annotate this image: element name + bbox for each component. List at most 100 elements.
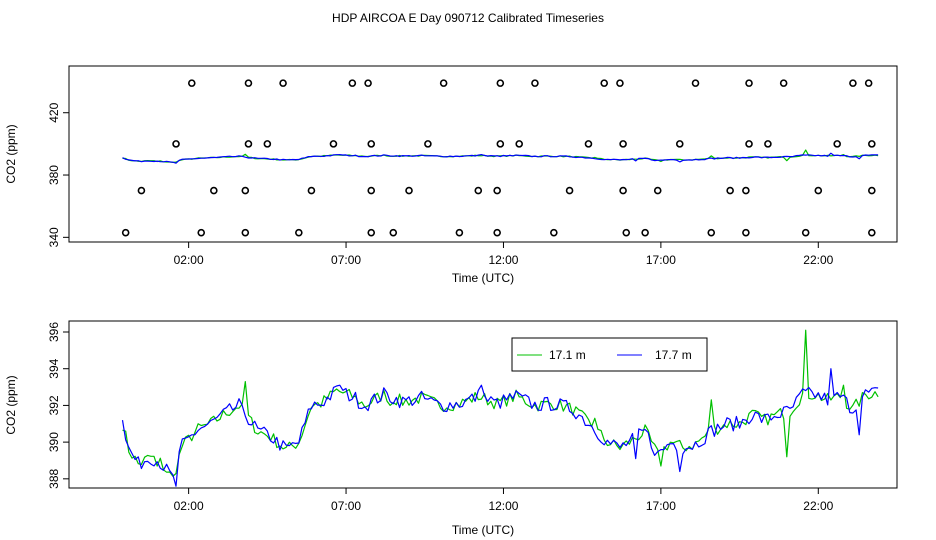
calibration-point (493, 186, 501, 195)
detail-panel-y-axis-title: CO2 (ppm) (4, 375, 18, 434)
calibration-point (474, 186, 483, 195)
calibration-point (531, 79, 539, 87)
calibration-point (584, 140, 593, 148)
calibration-point (121, 228, 130, 237)
legend-box (511, 337, 708, 372)
figure-title: HDP AIRCOA E Day 090712 Calibrated Times… (332, 11, 604, 25)
x-tick-label: 17:00 (646, 499, 676, 513)
calibration-points (121, 79, 876, 237)
calibration-point (745, 79, 753, 87)
legend-label-17-7-m: 17.7 m (655, 348, 692, 362)
calibration-panel: 02:00 07:00 12:00 17:00 22:00 340 380 420 Time… (4, 65, 898, 285)
calibration-panel-series (122, 149, 879, 164)
y-tick-label: 380 (47, 165, 61, 185)
calibration-point (779, 79, 788, 87)
calibration-point (619, 186, 627, 195)
legend-label-17-1-m: 17.1 m (549, 348, 586, 362)
detail-panel: 02:00 07:00 12:00 17:00 22:00 388 390 392 394 39… (4, 320, 898, 537)
calibration-point (439, 79, 448, 87)
x-tick-label: 22:00 (803, 499, 833, 513)
calibration-point (764, 140, 772, 148)
calibration-point (244, 140, 253, 148)
y-tick-label: 390 (47, 432, 61, 452)
calibration-point (241, 228, 250, 237)
series-line-17-1-m (122, 329, 879, 477)
calibration-point (622, 228, 631, 237)
x-tick-label: 07:00 (331, 253, 361, 267)
calibration-point (868, 140, 876, 148)
calibration-point (745, 140, 753, 148)
calibration-point (197, 228, 206, 237)
calibration-panel-y-axis: 340 380 420 (47, 102, 69, 247)
calibration-point (515, 140, 524, 148)
calibration-point (424, 140, 432, 148)
calibration-point (619, 140, 627, 148)
calibration-point (868, 228, 876, 237)
calibration-point (726, 186, 734, 195)
calibration-point (389, 228, 398, 237)
calibration-point (600, 79, 609, 87)
calibration-point (367, 228, 376, 237)
calibration-point (187, 79, 196, 87)
calibration-panel-x-axis-title: Time (UTC) (452, 271, 514, 285)
x-tick-label: 12:00 (488, 253, 518, 267)
calibration-point (455, 228, 464, 237)
calibration-point (707, 228, 716, 237)
calibration-point (550, 228, 558, 237)
calibration-point (295, 228, 303, 237)
x-tick-label: 17:00 (646, 253, 676, 267)
calibration-point (742, 228, 750, 237)
calibration-point (493, 228, 501, 237)
y-tick-label: 394 (47, 358, 61, 378)
x-tick-label: 22:00 (803, 253, 833, 267)
calibration-point (868, 186, 876, 195)
y-tick-label: 396 (47, 322, 61, 342)
y-tick-label: 340 (47, 227, 61, 247)
calibration-point (307, 186, 316, 195)
series-line-17-1-m (122, 149, 879, 163)
calibration-point (849, 79, 857, 87)
calibration-point (496, 79, 505, 87)
calibration-point (367, 140, 376, 148)
calibration-point (653, 186, 662, 195)
calibration-point (814, 186, 823, 195)
calibration-point (348, 79, 357, 87)
detail-panel-series (121, 329, 879, 487)
calibration-point (364, 79, 372, 87)
calibration-point (833, 140, 841, 148)
calibration-point (864, 79, 873, 87)
x-tick-label: 12:00 (488, 499, 518, 513)
detail-panel-x-axis: 02:00 07:00 12:00 17:00 22:00 (174, 488, 834, 513)
detail-panel-y-axis: 388 390 392 394 396 (47, 322, 69, 489)
series-line-17-7-m (121, 368, 879, 487)
calibration-panel-frame (68, 65, 898, 243)
calibration-point (641, 228, 649, 237)
calibration-point (263, 140, 272, 148)
calibration-point (675, 140, 684, 148)
calibration-point (405, 186, 413, 195)
calibration-panel-x-axis: 02:00 07:00 12:00 17:00 22:00 (174, 242, 834, 267)
y-tick-label: 392 (47, 395, 61, 415)
x-tick-label: 07:00 (331, 499, 361, 513)
detail-panel-frame (68, 320, 898, 489)
x-tick-label: 02:00 (174, 499, 204, 513)
calibration-point (210, 186, 218, 195)
calibration-point (172, 140, 180, 148)
y-tick-label: 388 (47, 468, 61, 488)
calibration-point (801, 228, 810, 237)
x-tick-label: 02:00 (174, 253, 204, 267)
calibration-point (137, 186, 146, 195)
calibration-point (244, 79, 253, 87)
calibration-point (367, 186, 376, 195)
calibration-panel-y-axis-title: CO2 (ppm) (4, 124, 18, 183)
calibration-point (691, 79, 700, 87)
series-line-17-7-m (122, 152, 879, 164)
y-tick-label: 420 (47, 102, 61, 122)
series-legend: 17.1 m 17.7 m (511, 337, 708, 372)
calibration-point (241, 186, 250, 195)
calibration-point (279, 79, 287, 87)
calibration-point (496, 140, 505, 148)
calibration-point (742, 186, 750, 195)
calibration-point (329, 140, 338, 148)
